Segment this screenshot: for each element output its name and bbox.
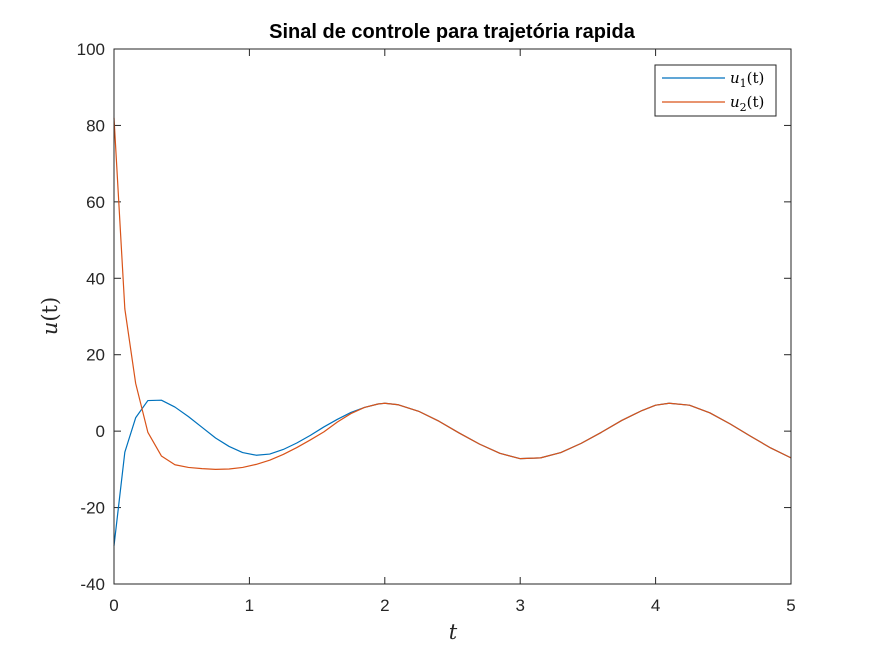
legend-label-u2: u2(t) — [730, 93, 764, 114]
y-tick-label: 20 — [86, 346, 105, 365]
legend-label-u1: u1(t) — [730, 69, 764, 90]
x-tick-label: 5 — [786, 596, 795, 615]
y-axis-label: u(t) — [38, 297, 62, 335]
x-axis-ticks: 0 1 2 3 4 5 — [109, 49, 796, 615]
y-tick-label: -40 — [80, 575, 105, 594]
legend: u1(t) u2(t) — [654, 64, 777, 117]
legend-u2-arg: (t) — [747, 93, 765, 111]
y-tick-label: 0 — [96, 422, 105, 441]
y-tick-label: 40 — [86, 269, 105, 288]
legend-u1-arg: (t) — [747, 69, 765, 87]
y-axis-ticks: -40 -20 0 20 40 60 80 100 — [77, 40, 791, 594]
y-axis-label-base: u — [38, 322, 62, 336]
series-line-u2 — [113, 117, 792, 470]
legend-u1-base: u — [730, 69, 740, 87]
x-axis-label: t — [449, 620, 458, 644]
y-tick-label: -20 — [80, 499, 105, 518]
x-tick-label: 0 — [109, 596, 118, 615]
axes-box — [113, 48, 792, 585]
legend-u2-base: u — [730, 93, 740, 111]
x-tick-label: 2 — [380, 596, 389, 615]
series-lines — [113, 117, 792, 546]
legend-box — [654, 64, 777, 117]
y-tick-label: 80 — [86, 116, 105, 135]
x-tick-label: 4 — [651, 596, 660, 615]
x-tick-label: 3 — [515, 596, 524, 615]
legend-u2-sub: 2 — [740, 101, 747, 114]
chart-title: Sinal de controle para trajetória rapida — [269, 21, 636, 43]
y-tick-label: 100 — [77, 40, 105, 59]
plot-area — [114, 49, 791, 584]
y-axis-label-arg: (t) — [38, 297, 62, 322]
y-tick-label: 60 — [86, 193, 105, 212]
legend-u1-sub: 1 — [740, 77, 747, 90]
x-tick-label: 1 — [245, 596, 254, 615]
